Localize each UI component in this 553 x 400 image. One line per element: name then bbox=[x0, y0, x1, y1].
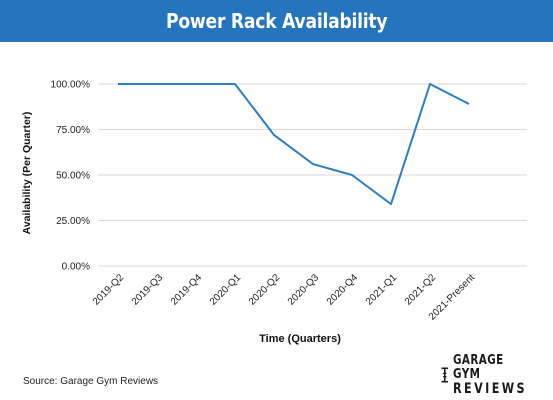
y-tick-label: 0.00% bbox=[62, 262, 90, 273]
x-tick-label: 2021-Q2 bbox=[403, 272, 439, 308]
y-tick-label: 75.00% bbox=[56, 125, 90, 136]
garage-gym-reviews-logo: GARAGE GYM REVIEWS bbox=[441, 353, 545, 397]
x-tick-label: 2020-Q1 bbox=[208, 272, 244, 308]
title-bar: Power Rack Availability bbox=[0, 0, 553, 42]
x-tick-label: 2019-Q4 bbox=[169, 272, 205, 308]
x-tick-label: 2020-Q3 bbox=[286, 272, 322, 308]
y-tick-label: 50.00% bbox=[56, 171, 90, 182]
x-tick-label: 2021-Q1 bbox=[364, 272, 400, 308]
y-tick-label: 100.00% bbox=[51, 80, 91, 91]
y-tick-label: 25.00% bbox=[56, 216, 90, 227]
x-tick-label: 2020-Q2 bbox=[247, 272, 283, 308]
logo-line-2: REVIEWS bbox=[452, 381, 527, 397]
gridlines bbox=[98, 83, 527, 267]
x-tick-label: 2019-Q2 bbox=[91, 272, 127, 308]
x-axis-label: Time (Quarters) bbox=[259, 333, 341, 345]
dumbbell-icon bbox=[441, 367, 448, 383]
logo-line-1: GARAGE GYM bbox=[452, 353, 504, 382]
chart-title: Power Rack Availability bbox=[165, 9, 388, 33]
y-tick-labels: 0.00% 25.00% 50.00% 75.00% 100.00% bbox=[51, 80, 91, 273]
x-tick-labels: 2019-Q2 2019-Q3 2019-Q4 2020-Q1 2020-Q2 2020-… bbox=[91, 272, 477, 323]
series-line bbox=[118, 83, 470, 206]
x-tick-label: 2020-Q4 bbox=[325, 272, 361, 308]
source-note: Source: Garage Gym Reviews bbox=[23, 376, 159, 387]
y-axis-label: Availability (Per Quarter) bbox=[21, 112, 33, 235]
x-tick-label: 2019-Q3 bbox=[130, 272, 166, 308]
